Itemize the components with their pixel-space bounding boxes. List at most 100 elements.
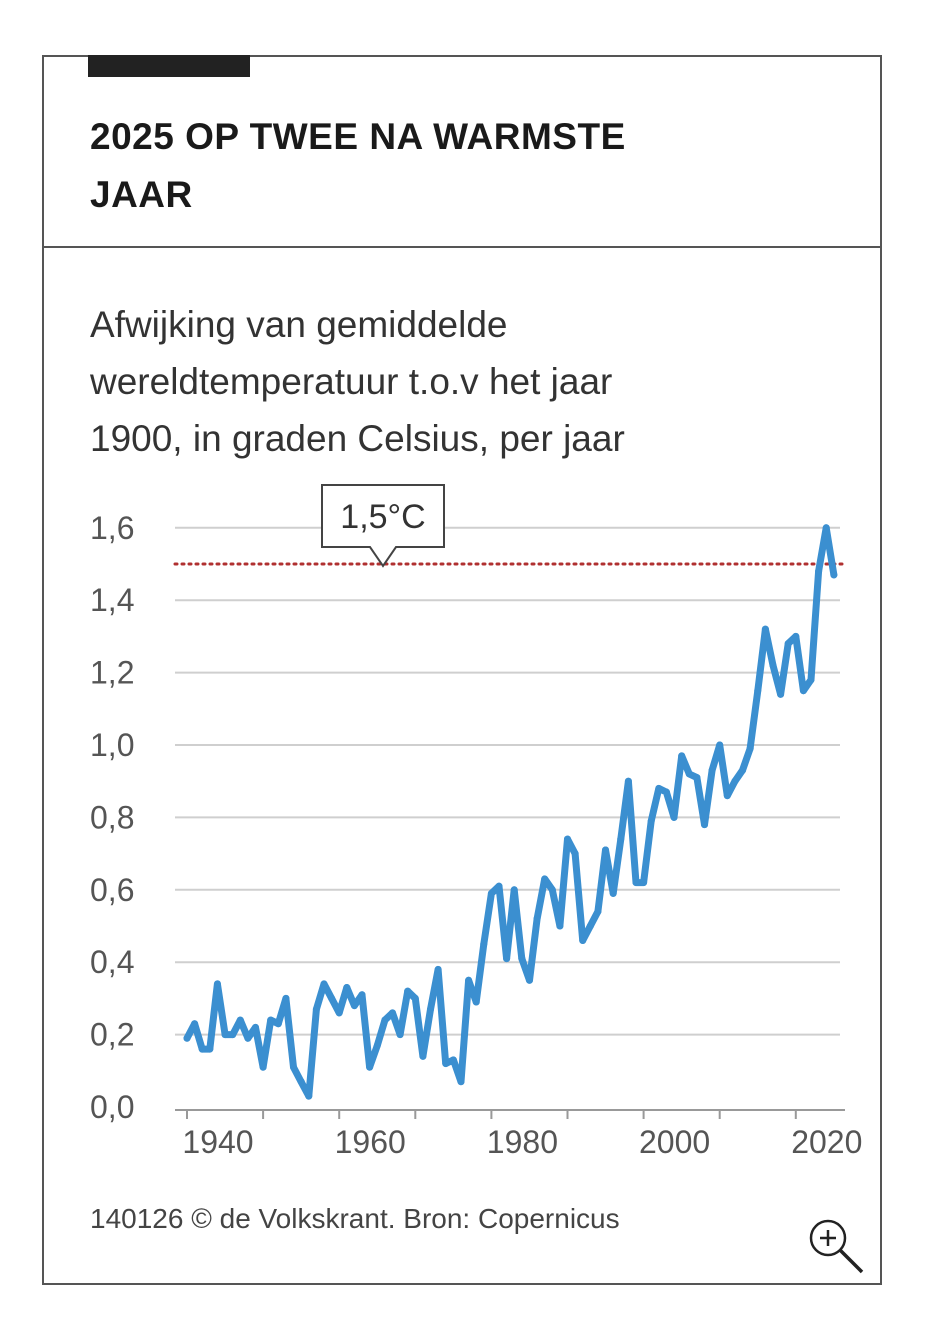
data-point: [792, 632, 800, 640]
data-point: [312, 1005, 320, 1013]
data-point: [427, 1005, 435, 1013]
zoom-in-icon[interactable]: [806, 1216, 868, 1278]
data-point: [739, 766, 747, 774]
data-point: [236, 1016, 244, 1024]
data-point: [343, 984, 351, 992]
data-point: [617, 835, 625, 843]
data-point: [678, 752, 686, 760]
data-point: [267, 1016, 275, 1024]
data-point: [685, 770, 693, 778]
subtitle-line-3: 1900, in graden Celsius, per jaar: [90, 418, 625, 459]
data-point: [350, 1002, 358, 1010]
data-point: [533, 915, 541, 923]
data-point: [700, 821, 708, 829]
data-point: [564, 835, 571, 843]
y-tick-label: 0,2: [90, 1017, 134, 1053]
data-point: [411, 994, 419, 1002]
series-line: [183, 524, 838, 1100]
data-point: [206, 1045, 214, 1053]
subtitle-line-2: wereldtemperatuur t.o.v het jaar: [90, 361, 613, 402]
data-point: [457, 1078, 465, 1086]
data-point: [388, 1009, 396, 1017]
data-point: [822, 524, 830, 532]
chart-subtitle: Afwijking van gemiddelde wereldtemperatu…: [90, 296, 850, 467]
data-point: [472, 998, 480, 1006]
data-point: [769, 661, 777, 669]
data-point: [602, 846, 610, 854]
data-point: [777, 690, 785, 698]
data-point: [305, 1092, 313, 1100]
data-point: [632, 879, 640, 887]
data-point: [274, 1020, 282, 1028]
data-point: [434, 965, 442, 973]
data-point: [571, 850, 579, 858]
data-point: [784, 640, 792, 648]
data-point: [419, 1052, 427, 1060]
y-tick-label: 1,2: [90, 655, 134, 691]
data-point: [191, 1020, 199, 1028]
data-point: [510, 886, 518, 894]
data-point: [335, 1009, 343, 1017]
data-point: [754, 687, 762, 695]
accent-bar: [88, 55, 250, 77]
y-tick-label: 0,8: [90, 799, 134, 835]
data-point: [487, 889, 495, 897]
data-point: [541, 875, 549, 883]
data-point: [815, 567, 823, 575]
data-point: [746, 745, 754, 753]
data-point: [548, 886, 556, 894]
data-point: [442, 1060, 450, 1068]
data-point: [518, 955, 526, 963]
data-point: [297, 1078, 305, 1086]
data-point: [693, 774, 701, 782]
x-tick-label: 2020: [791, 1124, 862, 1160]
data-point: [609, 889, 617, 897]
chart-frame: [42, 55, 882, 1285]
data-point: [373, 1041, 381, 1049]
data-point: [404, 987, 412, 995]
subtitle-line-1: Afwijking van gemiddelde: [90, 304, 508, 345]
data-point: [594, 908, 602, 916]
y-tick-label: 0,6: [90, 872, 134, 908]
x-tick-label: 1980: [487, 1124, 558, 1160]
data-point: [290, 1063, 298, 1071]
threshold-callout: [321, 484, 445, 568]
data-point: [366, 1063, 374, 1071]
x-tick-label: 1940: [182, 1124, 253, 1160]
data-point: [229, 1031, 237, 1039]
x-tick-label: 2000: [639, 1124, 710, 1160]
data-point: [449, 1056, 457, 1064]
data-point: [761, 625, 769, 633]
chart-title: 2025 OP TWEE NA WARMSTE JAAR: [90, 108, 810, 224]
y-tick-label: 1,4: [90, 582, 134, 618]
title-line-1: 2025 OP TWEE NA WARMSTE: [90, 116, 626, 157]
data-point: [503, 955, 511, 963]
data-point: [655, 784, 663, 792]
data-point: [259, 1063, 267, 1071]
data-point: [830, 571, 838, 579]
data-point: [282, 994, 290, 1002]
data-point: [586, 922, 594, 930]
data-point: [579, 936, 587, 944]
source-credit: 140126 © de Volkskrant. Bron: Copernicus: [90, 1203, 620, 1234]
data-point: [213, 980, 221, 988]
y-tick-label: 1,6: [90, 510, 134, 546]
data-point: [495, 882, 503, 890]
title-line-2: JAAR: [90, 174, 193, 215]
divider: [42, 246, 882, 248]
data-point: [328, 994, 336, 1002]
data-point: [647, 817, 655, 825]
data-point: [244, 1034, 252, 1042]
data-point: [723, 792, 731, 800]
data-point: [198, 1045, 206, 1053]
data-point: [670, 813, 678, 821]
x-tick-label: 1960: [335, 1124, 406, 1160]
data-point: [358, 991, 366, 999]
y-tick-label: 0,0: [90, 1089, 134, 1125]
data-point: [465, 976, 473, 984]
data-point: [807, 676, 815, 684]
data-point: [556, 922, 564, 930]
data-point: [525, 976, 533, 984]
data-point: [381, 1016, 389, 1024]
